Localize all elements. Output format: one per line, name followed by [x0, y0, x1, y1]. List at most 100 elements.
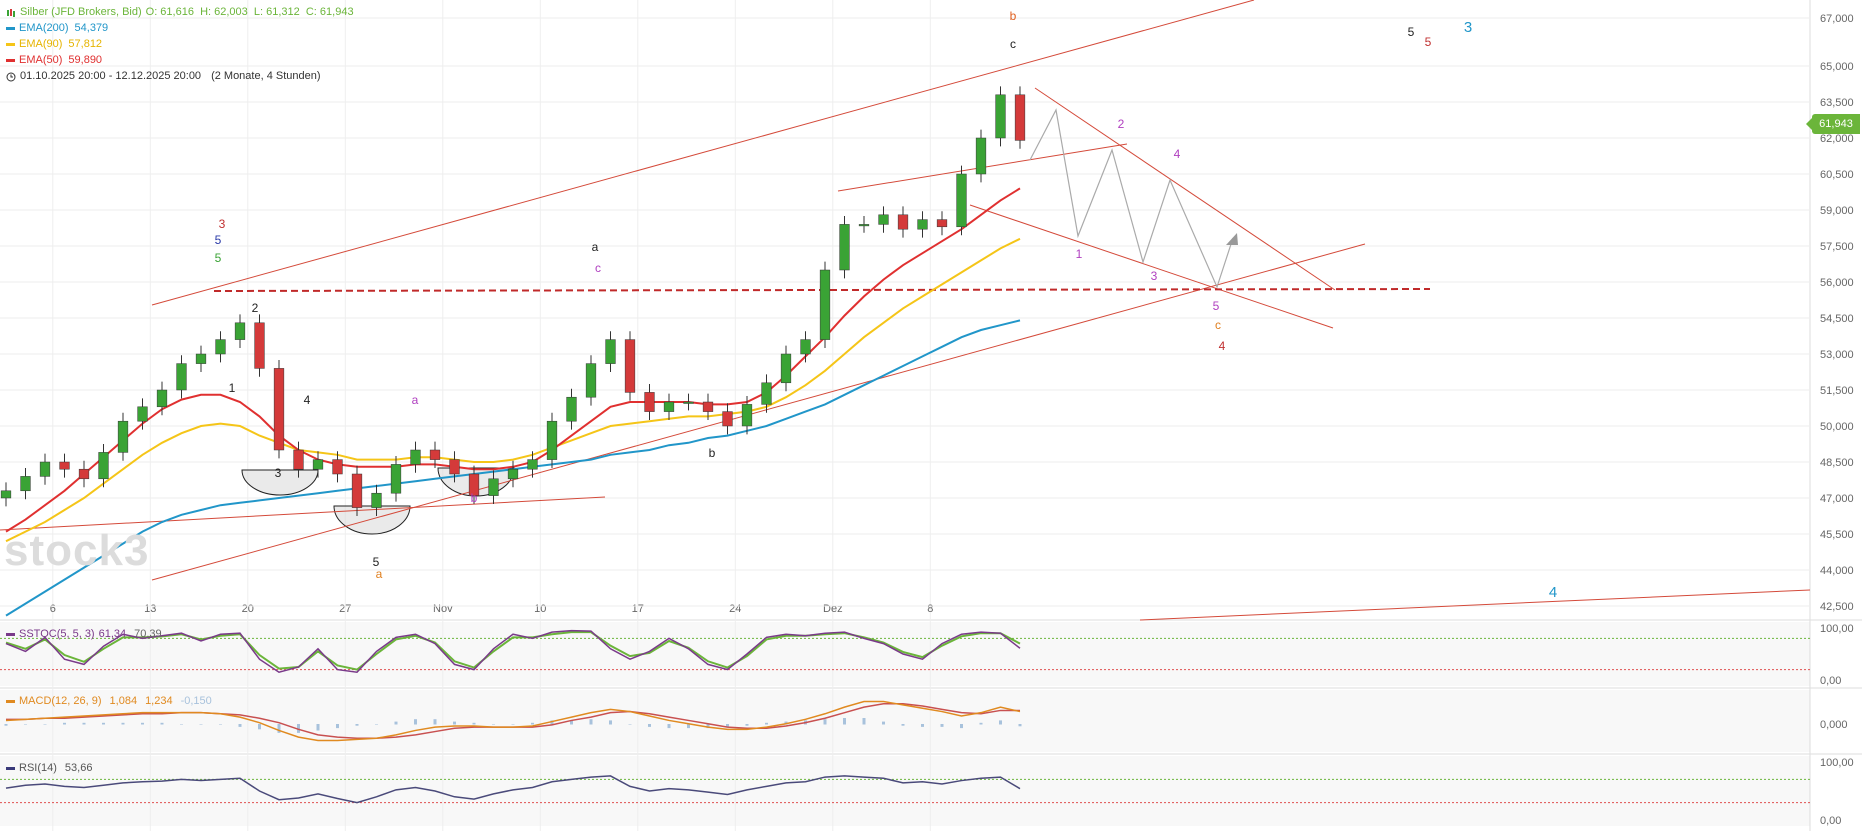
- candle: [351, 473, 363, 508]
- candle: [176, 363, 187, 391]
- candle: [527, 459, 538, 470]
- ema200-label: EMA(200): [19, 22, 69, 34]
- macd-histogram-bar: [765, 722, 768, 725]
- candle: [683, 401, 694, 404]
- macd-histogram-bar: [472, 722, 476, 725]
- candle: [234, 322, 246, 340]
- macd-histogram-bar: [921, 724, 924, 727]
- candle: [897, 214, 909, 230]
- candle: [468, 473, 480, 496]
- macd-histogram-bar: [102, 722, 105, 725]
- macd-histogram-bar: [531, 722, 534, 725]
- sstoc-swatch: [6, 632, 15, 636]
- macd-histogram-bar: [726, 724, 729, 727]
- y-tick-label: 53,000: [1820, 349, 1854, 361]
- macd-histogram-bar: [375, 724, 378, 725]
- rsi-label: RSI(14): [19, 762, 57, 774]
- main-legend: Silber (JFD Brokers, Bid) O: 61,616 H: 6…: [6, 4, 354, 84]
- sstoc-value: 61,34: [98, 628, 127, 640]
- x-tick-label: Nov: [433, 603, 453, 615]
- trend-line: [151, 243, 1366, 581]
- macd-histogram-bar: [706, 724, 710, 729]
- ema50-legend[interactable]: EMA(50) 59,890: [6, 52, 354, 68]
- macd-histogram-bar: [550, 720, 554, 725]
- macd-signal-value: 1,234: [145, 695, 173, 707]
- rsi-legend[interactable]: RSI(14) 53,66: [6, 762, 92, 774]
- macd-histogram-bar: [121, 722, 125, 725]
- ema90-legend[interactable]: EMA(90) 57,812: [6, 36, 354, 52]
- candle: [546, 420, 558, 460]
- candle: [624, 339, 636, 393]
- date-range-detail: (2 Monate, 4 Stunden): [211, 70, 321, 82]
- macd-histogram-bar: [901, 724, 905, 726]
- macd-histogram-bar: [297, 724, 300, 733]
- trend-line: [969, 204, 1334, 329]
- macd-histogram-bar: [63, 722, 66, 725]
- x-tick-label: Dez: [823, 603, 843, 615]
- macd-histogram-bar: [394, 721, 398, 725]
- macd-value: 1,084: [109, 695, 138, 707]
- candle: [371, 492, 382, 508]
- ema90-label: EMA(90): [19, 38, 63, 50]
- wave-label: 3: [219, 217, 226, 231]
- wave-label: 1: [1076, 247, 1083, 261]
- ema200-legend[interactable]: EMA(200) 54,379: [6, 20, 354, 36]
- indicator-panel-bg: [0, 690, 1810, 752]
- candle: [839, 224, 850, 271]
- wave-label: 3: [275, 466, 282, 480]
- macd-histogram-bar: [940, 724, 944, 727]
- macd-histogram-bar: [1018, 724, 1022, 727]
- y-tick-label: 0,000: [1820, 719, 1848, 731]
- y-tick-label: 50,000: [1820, 421, 1854, 433]
- macd-histogram-bar: [258, 724, 261, 730]
- ema90-swatch: [6, 42, 15, 46]
- macd-histogram-bar: [999, 720, 1002, 725]
- y-tick-label: 65,000: [1820, 61, 1854, 73]
- candle: [98, 452, 109, 480]
- cup-shape: [333, 505, 411, 535]
- sstoc-legend[interactable]: SSTOC(5, 5, 3) 61,34 70,39: [6, 628, 162, 640]
- wave-label: 2: [1118, 117, 1125, 131]
- y-tick-label: 100,00: [1820, 757, 1854, 769]
- y-tick-label: 60,500: [1820, 169, 1854, 181]
- macd-histogram-bar: [628, 724, 632, 725]
- wave-label: 2: [252, 301, 259, 315]
- candle: [702, 401, 714, 412]
- macd-histogram-bar: [277, 724, 281, 733]
- candle: [975, 137, 987, 175]
- y-tick-label: 0,00: [1820, 815, 1841, 827]
- instrument-row[interactable]: Silber (JFD Brokers, Bid) O: 61,616 H: 6…: [6, 4, 354, 20]
- macd-histogram-bar: [355, 724, 359, 726]
- candle: [20, 476, 31, 492]
- macd-histogram-bar: [219, 724, 222, 725]
- candle: [429, 449, 441, 460]
- projection-arrow: [1226, 233, 1238, 245]
- wave-label: 5: [1425, 35, 1432, 49]
- candle: [741, 404, 753, 427]
- candle: [195, 353, 207, 364]
- wave-label: b: [709, 446, 716, 460]
- macd-histogram-bar: [199, 724, 203, 725]
- candle: [995, 94, 1006, 139]
- macd-histogram-bar: [4, 724, 8, 726]
- ema200-swatch: [6, 26, 15, 30]
- wave-label: 5: [215, 251, 222, 265]
- trend-line: [151, 0, 1255, 306]
- wave-label: c: [1215, 318, 1221, 332]
- macd-histogram-bar: [823, 719, 827, 725]
- candle: [585, 363, 597, 398]
- x-tick-label: 17: [632, 603, 644, 615]
- sstoc-line: [5, 629, 1021, 674]
- candle: [410, 449, 421, 465]
- candle: [117, 420, 129, 453]
- candle: [215, 339, 226, 355]
- macd-legend[interactable]: MACD(12, 26, 9) 1,084 1,234 -0,150: [6, 695, 212, 707]
- candle: [137, 406, 148, 422]
- macd-histogram-bar: [336, 724, 339, 729]
- candle: [605, 339, 616, 364]
- macd-histogram-bar: [141, 722, 144, 725]
- y-tick-label: 67,000: [1820, 13, 1854, 25]
- y-tick-label: 42,500: [1820, 601, 1854, 613]
